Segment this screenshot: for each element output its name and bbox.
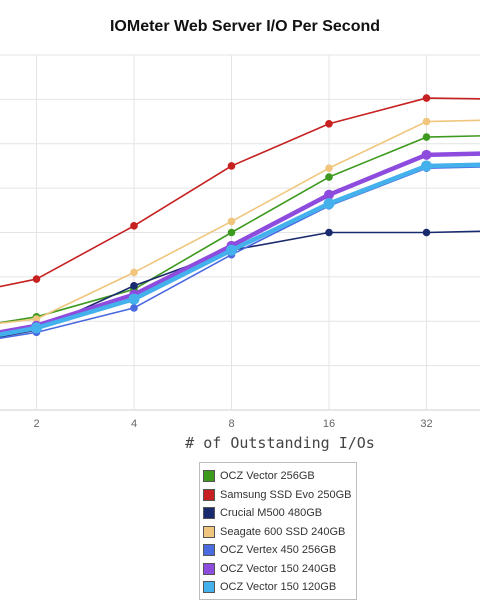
data-point [32, 275, 41, 283]
x-axis-ticks: 2 4 8 16 32 [33, 418, 432, 430]
series-lines [0, 94, 480, 339]
series-line [0, 162, 480, 337]
series-line [0, 166, 480, 339]
legend-label: Crucial M500 480GB [220, 507, 323, 520]
series-samsung-ssd-evo-250gb [0, 94, 480, 288]
legend-item: OCZ Vector 150 240GB [203, 560, 356, 579]
data-point [325, 119, 333, 128]
legend-label: OCZ Vector 150 120GB [220, 581, 337, 594]
legend-label: OCZ Vector 150 240GB [220, 562, 337, 575]
data-point [422, 94, 431, 102]
legend-swatch [203, 470, 215, 483]
legend-item: OCZ Vertex 450 256GB [203, 541, 356, 560]
chart-title: IOMeter Web Server I/O Per Second [109, 18, 381, 35]
legend-swatch [203, 488, 215, 501]
legend-item: Seagate 600 SSD 240GB [203, 523, 356, 542]
legend-swatch [203, 562, 215, 575]
data-point [227, 162, 236, 170]
legend-swatch [203, 544, 215, 557]
series-ocz-vector-150-120gb [0, 160, 480, 337]
legend-label: Samsung SSD Evo 250GB [220, 488, 352, 501]
grid [0, 54, 480, 411]
data-point [31, 322, 42, 334]
data-point [323, 198, 335, 210]
data-point [130, 268, 138, 277]
data-point [325, 164, 333, 172]
data-point [422, 133, 431, 141]
series-ocz-vertex-450-256gb [0, 164, 480, 339]
x-tick-label: 4 [131, 418, 137, 430]
legend-swatch [203, 507, 215, 520]
legend: OCZ Vector 256GB Samsung SSD Evo 250GB Cru… [199, 462, 357, 600]
x-axis-label: # of Outstanding I/Os [185, 434, 375, 452]
data-point [128, 293, 140, 305]
legend-item: Samsung SSD Evo 250GB [203, 486, 356, 505]
data-point [421, 160, 432, 172]
line-chart: 2 4 8 16 32 [0, 54, 480, 430]
data-point [422, 117, 431, 126]
data-point [324, 189, 334, 200]
legend-label: OCZ Vector 256GB [220, 470, 315, 483]
data-point [421, 149, 432, 160]
x-tick-label: 8 [228, 418, 234, 430]
data-point [130, 304, 138, 312]
data-point [227, 217, 236, 226]
legend-swatch [203, 525, 215, 538]
data-point [325, 228, 333, 237]
data-point [227, 228, 236, 237]
series-seagate-600-ssd-240gb [0, 117, 480, 324]
legend-swatch [203, 581, 215, 594]
legend-item: OCZ Vector 256GB [203, 467, 356, 486]
legend-label: OCZ Vertex 450 256GB [220, 544, 337, 557]
legend-item: OCZ Vector 150 120GB [203, 578, 356, 597]
data-point [130, 222, 138, 230]
legend-label: Seagate 600 SSD 240GB [220, 525, 346, 538]
data-point [325, 173, 333, 181]
x-tick-label: 32 [420, 418, 432, 430]
data-point [422, 228, 431, 237]
data-point [130, 281, 138, 290]
data-point [226, 244, 237, 256]
series-line [0, 119, 480, 324]
x-tick-label: 16 [323, 418, 335, 430]
x-tick-label: 2 [33, 418, 39, 430]
series-line [0, 97, 480, 288]
legend-item: Crucial M500 480GB [203, 504, 356, 523]
data-point [32, 315, 41, 323]
